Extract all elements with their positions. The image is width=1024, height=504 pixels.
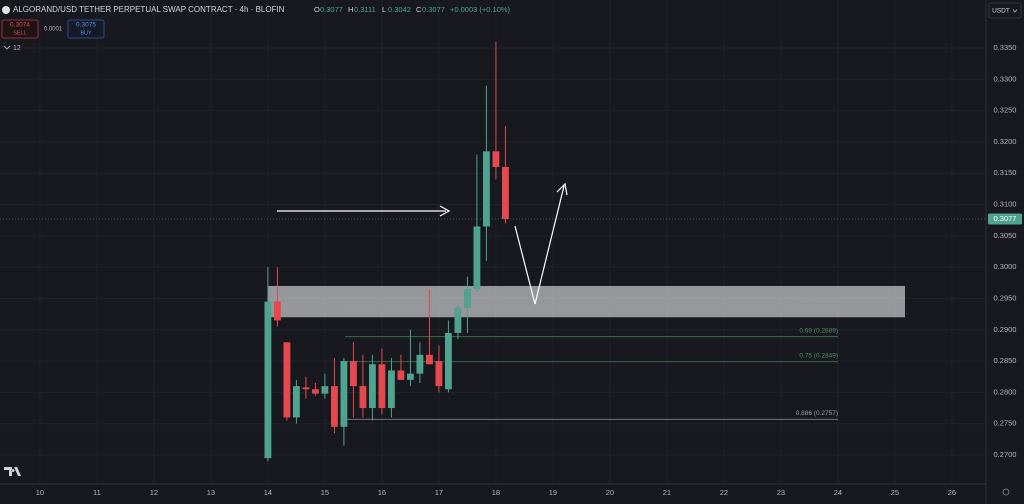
dropdown-icon xyxy=(1012,9,1018,13)
candle-body xyxy=(292,386,300,418)
fib-label: 0.618 (0.2938) xyxy=(796,297,838,304)
candle-body xyxy=(311,389,319,394)
y-tick-label: 0.2800 xyxy=(994,387,1017,396)
x-tick-label: 19 xyxy=(549,488,557,497)
plot: 0.618 (0.2938) 0.69 (0.2889) 0.75 (0.2849)… xyxy=(0,41,985,462)
ohlc-readout: O 0.3077 H 0.3111 L 0.3042 C 0.3077 +0.0003 (+0.… xyxy=(314,5,511,14)
arrow-head xyxy=(439,205,451,217)
x-tick-label: 22 xyxy=(720,488,728,497)
x-tick-label: 13 xyxy=(207,488,215,497)
symbol-title: ALGORAND/USD TETHER PERPETUAL SWAP CONTR… xyxy=(13,5,285,14)
x-tick-label: 14 xyxy=(264,488,272,497)
currency-button[interactable] xyxy=(988,2,1022,19)
candle-body xyxy=(502,166,509,219)
x-tick-label: 11 xyxy=(93,488,101,497)
x-tick-label: 12 xyxy=(150,488,158,497)
sell-label: SELL xyxy=(13,30,26,36)
x-tick-label: 17 xyxy=(435,488,443,497)
projection-path xyxy=(514,185,565,305)
sell-price: 0.3074 xyxy=(10,22,30,29)
candle-body xyxy=(359,386,367,409)
overlay xyxy=(277,182,568,305)
ohlc-value: 0.3077 xyxy=(422,5,445,14)
currency: USDT xyxy=(992,8,1010,15)
y-tick-label: 0.3050 xyxy=(994,231,1017,240)
grid xyxy=(0,0,985,484)
zone xyxy=(268,285,905,318)
buy-button[interactable] xyxy=(67,19,105,39)
candle-body xyxy=(264,301,272,459)
x-tick-label: 21 xyxy=(663,488,671,497)
candle-body xyxy=(368,364,376,409)
candle-body xyxy=(330,386,338,427)
x-tick-label: 18 xyxy=(492,488,500,497)
candle-body xyxy=(349,361,357,387)
candle-body xyxy=(454,307,462,333)
x-tick-label: 16 xyxy=(378,488,386,497)
x-tick-label: 24 xyxy=(834,488,842,497)
axes: 0.2700 0.2750 0.2800 0.2850 0.2900 0.2950 0.30… xyxy=(36,43,1022,497)
ohlc-change: +0.0003 (+0.10%) xyxy=(450,5,511,14)
candle-body xyxy=(273,301,281,321)
y-tick-label: 0.3100 xyxy=(994,200,1017,209)
y-tick-label: 0.2700 xyxy=(994,450,1017,459)
y-tick-label: 0.2750 xyxy=(994,419,1017,428)
ohlc-value: 0.3111 xyxy=(354,5,376,14)
x-tick-label: 23 xyxy=(777,488,785,497)
spread: 0.0001 xyxy=(44,27,63,33)
y-tick-label: 0.3300 xyxy=(994,74,1017,83)
settings-icon[interactable] xyxy=(1002,488,1010,496)
y-tick-label: 0.3250 xyxy=(994,106,1017,115)
buy-label: BUY xyxy=(80,30,92,36)
candle-body xyxy=(463,289,471,308)
y-tick-label: 0.2950 xyxy=(994,293,1017,302)
arrow-head xyxy=(556,182,568,196)
y-tick-label: 0.3200 xyxy=(994,137,1017,146)
candle-body xyxy=(435,361,443,387)
ohlc-key: H xyxy=(348,5,353,14)
y-tick-label: 0.3000 xyxy=(994,262,1017,271)
y-tick-label: 0.3150 xyxy=(994,168,1017,177)
fib-label: 0.69 (0.2889) xyxy=(799,327,838,334)
logo xyxy=(4,467,21,476)
candle-body xyxy=(473,226,481,290)
x-tick-label: 15 xyxy=(321,488,329,497)
candle-body xyxy=(425,354,433,365)
collapse-icon[interactable] xyxy=(3,45,11,50)
sell-button[interactable] xyxy=(1,19,39,39)
candle-body xyxy=(302,387,310,390)
ohlc-value: 0.3042 xyxy=(388,5,411,14)
candle-body xyxy=(340,361,348,427)
ohlc-key: L xyxy=(382,5,386,14)
candle-body xyxy=(387,370,395,409)
x-tick-label: 10 xyxy=(36,488,44,497)
fib-label: 0.886 (0.2757) xyxy=(796,410,838,417)
fib-label: 0.75 (0.2849) xyxy=(799,352,838,359)
y-tick-label: 0.2900 xyxy=(994,325,1017,334)
x-tick-label: 20 xyxy=(606,488,614,497)
ohlc-value: 0.3077 xyxy=(320,5,343,14)
candle-body xyxy=(492,151,500,167)
symbol-icon xyxy=(2,6,10,14)
ohlc-key: C xyxy=(416,5,422,14)
last-price-tag xyxy=(988,213,1022,225)
candle-body xyxy=(283,342,291,418)
indicator-count: 12 xyxy=(13,45,21,52)
candle-body xyxy=(416,354,424,374)
candle-body xyxy=(397,370,405,380)
last-price-label: 0.3077 xyxy=(994,214,1017,223)
y-tick-label: 0.3350 xyxy=(994,43,1017,52)
y-tick-label: 0.2850 xyxy=(994,356,1017,365)
buy-price: 0.3075 xyxy=(76,22,96,29)
candle-body xyxy=(321,386,329,394)
x-tick-label: 25 xyxy=(891,488,899,497)
ohlc-key: O xyxy=(314,5,320,14)
candle-body xyxy=(482,151,490,227)
candle-body xyxy=(406,373,414,380)
candle-body xyxy=(378,364,386,409)
candle-body xyxy=(444,332,452,390)
x-tick-label: 26 xyxy=(948,488,956,497)
